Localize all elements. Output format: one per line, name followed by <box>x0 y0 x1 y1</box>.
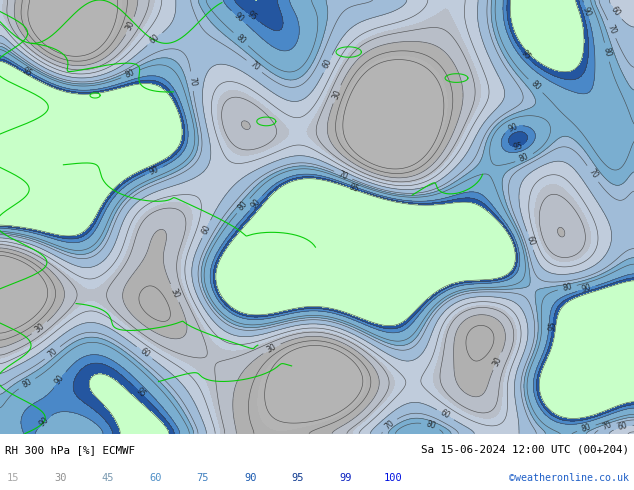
Text: 80: 80 <box>580 422 592 434</box>
Text: 95: 95 <box>292 472 304 483</box>
Text: 80: 80 <box>529 79 542 93</box>
Text: 95: 95 <box>519 49 532 62</box>
Text: ©weatheronline.co.uk: ©weatheronline.co.uk <box>509 472 629 483</box>
Text: 15: 15 <box>6 472 19 483</box>
Text: 30: 30 <box>491 355 503 368</box>
Text: 90: 90 <box>507 122 519 133</box>
Text: 90: 90 <box>53 373 67 387</box>
Text: 80: 80 <box>124 68 136 80</box>
Text: 70: 70 <box>187 76 197 87</box>
Text: 30: 30 <box>54 472 67 483</box>
Text: 70: 70 <box>337 169 349 181</box>
Text: 90: 90 <box>244 472 257 483</box>
Text: 60: 60 <box>149 472 162 483</box>
Text: 30: 30 <box>331 88 343 100</box>
Text: 95: 95 <box>348 183 361 195</box>
Text: 60: 60 <box>609 5 622 18</box>
Text: Sa 15-06-2024 12:00 UTC (00+204): Sa 15-06-2024 12:00 UTC (00+204) <box>421 445 629 455</box>
Text: 95: 95 <box>512 141 524 151</box>
Text: 30: 30 <box>124 20 136 32</box>
Text: 80: 80 <box>236 199 250 213</box>
Text: 80: 80 <box>518 152 531 164</box>
Text: 80: 80 <box>601 47 612 58</box>
Text: 80: 80 <box>20 377 34 390</box>
Text: 80: 80 <box>234 33 247 46</box>
Text: 90: 90 <box>148 165 160 177</box>
Text: 75: 75 <box>197 472 209 483</box>
Text: 70: 70 <box>586 167 599 180</box>
Text: 70: 70 <box>46 346 59 360</box>
Text: 90: 90 <box>581 5 592 18</box>
Text: 100: 100 <box>384 472 403 483</box>
Text: RH 300 hPa [%] ECMWF: RH 300 hPa [%] ECMWF <box>5 445 135 455</box>
Text: 60: 60 <box>524 235 536 247</box>
Text: 99: 99 <box>339 472 352 483</box>
Text: 70: 70 <box>601 420 614 432</box>
Text: 95: 95 <box>548 321 558 332</box>
Text: 90: 90 <box>249 196 262 210</box>
Text: 90: 90 <box>581 283 593 294</box>
Text: 60: 60 <box>200 223 212 236</box>
Text: 95: 95 <box>20 66 33 79</box>
Text: 30: 30 <box>33 321 46 335</box>
Text: 95: 95 <box>245 9 259 23</box>
Text: 60: 60 <box>321 57 334 70</box>
Text: 60: 60 <box>617 421 629 433</box>
Text: 60: 60 <box>439 409 452 421</box>
Text: 30: 30 <box>265 342 278 355</box>
Text: 80: 80 <box>425 420 437 431</box>
Text: 80: 80 <box>562 282 573 293</box>
Text: 60: 60 <box>148 33 162 46</box>
Text: 90: 90 <box>232 11 245 24</box>
Text: 60: 60 <box>138 346 151 359</box>
Text: 70: 70 <box>382 418 396 432</box>
Text: 70: 70 <box>605 23 618 35</box>
Text: 30: 30 <box>169 287 181 299</box>
Text: 70: 70 <box>248 60 261 73</box>
Text: 45: 45 <box>101 472 114 483</box>
Text: 95: 95 <box>134 387 147 400</box>
Text: 90: 90 <box>37 416 51 429</box>
